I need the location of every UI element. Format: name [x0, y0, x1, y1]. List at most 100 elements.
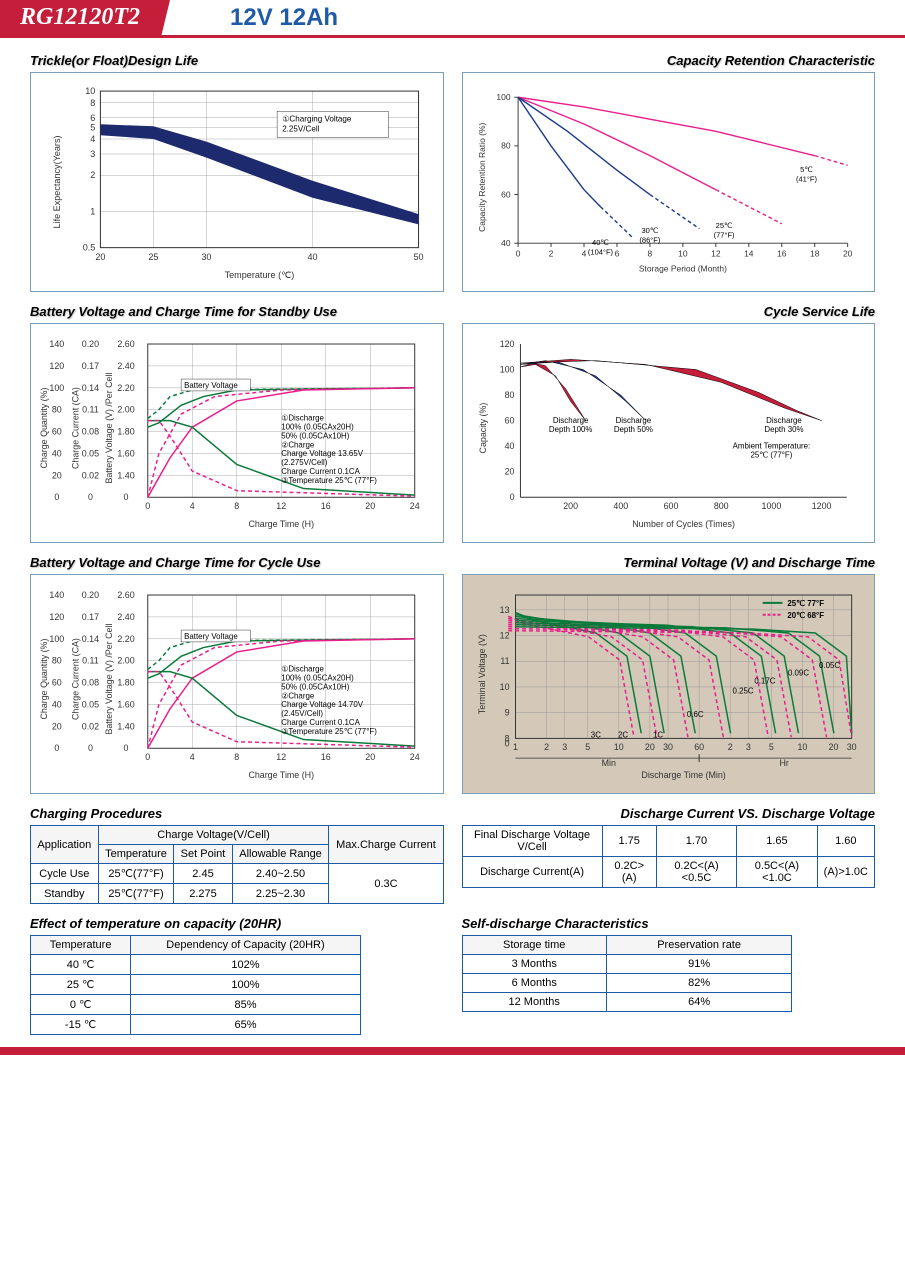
svg-text:Terminal Voltage (V): Terminal Voltage (V)	[476, 634, 486, 714]
svg-text:Charge Time (H): Charge Time (H)	[248, 770, 314, 780]
chart5-title: Battery Voltage and Charge Time for Cycl…	[30, 555, 444, 570]
td: 0.2C<(A)<0.5C	[656, 857, 736, 888]
svg-text:5℃: 5℃	[800, 165, 813, 174]
svg-text:②Charge: ②Charge	[281, 691, 315, 700]
svg-text:Charge Current (CA): Charge Current (CA)	[71, 638, 81, 720]
th: Storage time	[462, 936, 606, 955]
svg-text:8: 8	[647, 248, 652, 258]
svg-text:0: 0	[54, 492, 59, 502]
svg-text:3: 3	[745, 742, 750, 752]
chart2: 0246810121416182040608010040℃(104°F)30℃(…	[462, 72, 876, 292]
td: 91%	[606, 955, 791, 974]
svg-text:10: 10	[85, 86, 95, 96]
svg-text:Hr: Hr	[779, 758, 788, 768]
svg-text:0.05: 0.05	[82, 699, 99, 709]
svg-text:8: 8	[234, 752, 239, 762]
svg-text:100: 100	[49, 634, 64, 644]
svg-text:10: 10	[797, 742, 807, 752]
tbl-temp: TemperatureDependency of Capacity (20HR)…	[30, 935, 361, 1035]
svg-text:Number of Cycles (Times): Number of Cycles (Times)	[632, 519, 735, 529]
svg-text:2.00: 2.00	[117, 656, 134, 666]
svg-text:Charge Current (CA): Charge Current (CA)	[71, 387, 81, 469]
svg-text:0.17C: 0.17C	[754, 676, 775, 685]
svg-text:Depth 100%: Depth 100%	[548, 425, 592, 434]
chart6: 891011121301235102030602351020303C2C1C0.…	[462, 574, 876, 794]
svg-text:Discharge: Discharge	[552, 416, 588, 425]
svg-text:25: 25	[148, 252, 158, 262]
svg-text:2: 2	[90, 170, 95, 180]
td: 1.75	[602, 826, 656, 857]
svg-text:8: 8	[90, 98, 95, 108]
th: Dependency of Capacity (20HR)	[131, 936, 361, 955]
svg-text:0.02: 0.02	[82, 721, 99, 731]
svg-text:2: 2	[544, 742, 549, 752]
svg-text:12: 12	[276, 752, 286, 762]
svg-text:2.20: 2.20	[117, 383, 134, 393]
svg-text:16: 16	[777, 248, 787, 258]
svg-text:120: 120	[49, 612, 64, 622]
svg-text:(104°F): (104°F)	[587, 248, 613, 257]
svg-text:③Temperature 25℃ (77°F): ③Temperature 25℃ (77°F)	[281, 476, 377, 485]
svg-text:20: 20	[644, 742, 654, 752]
svg-text:60: 60	[504, 416, 514, 426]
svg-text:24: 24	[410, 752, 420, 762]
svg-text:②Charge: ②Charge	[281, 440, 315, 449]
svg-text:1.80: 1.80	[117, 678, 134, 688]
tbl-self-title: Self-discharge Characteristics	[462, 916, 876, 931]
svg-text:100: 100	[496, 92, 510, 102]
svg-text:0: 0	[145, 752, 150, 762]
chart2-title: Capacity Retention Characteristic	[462, 53, 876, 68]
svg-text:0.08: 0.08	[82, 678, 99, 688]
svg-text:0: 0	[515, 248, 520, 258]
svg-text:Capacity (%): Capacity (%)	[477, 403, 487, 454]
svg-text:200: 200	[563, 501, 578, 511]
svg-text:8: 8	[234, 501, 239, 511]
svg-text:5: 5	[768, 742, 773, 752]
svg-text:20: 20	[828, 742, 838, 752]
svg-text:3C: 3C	[590, 730, 600, 739]
svg-text:25℃ 77°F: 25℃ 77°F	[787, 599, 824, 608]
td: 85%	[131, 995, 361, 1015]
svg-text:10: 10	[499, 682, 509, 692]
svg-text:2C: 2C	[617, 730, 627, 739]
svg-text:0.11: 0.11	[82, 405, 99, 415]
svg-text:40: 40	[501, 238, 511, 248]
td: 25℃(77°F)	[98, 864, 174, 884]
svg-text:16: 16	[321, 501, 331, 511]
svg-text:Charge Voltage 13.65V: Charge Voltage 13.65V	[281, 449, 363, 458]
svg-text:Discharge: Discharge	[615, 416, 651, 425]
svg-text:5: 5	[585, 742, 590, 752]
svg-text:Storage Period (Month): Storage Period (Month)	[638, 263, 726, 273]
svg-text:0: 0	[88, 743, 93, 753]
svg-text:140: 140	[49, 590, 64, 600]
svg-text:0: 0	[124, 743, 129, 753]
chart3-title: Battery Voltage and Charge Time for Stan…	[30, 304, 444, 319]
svg-text:50% (0.05CAx10H): 50% (0.05CAx10H)	[281, 682, 349, 691]
svg-text:80: 80	[52, 405, 62, 415]
svg-text:1.60: 1.60	[117, 699, 134, 709]
svg-text:2: 2	[727, 742, 732, 752]
svg-text:20: 20	[52, 721, 62, 731]
svg-text:①Discharge: ①Discharge	[281, 665, 324, 674]
svg-text:13: 13	[499, 605, 509, 615]
svg-text:10: 10	[678, 248, 688, 258]
svg-text:30: 30	[201, 252, 211, 262]
svg-text:4: 4	[190, 501, 195, 511]
svg-text:1200: 1200	[811, 501, 831, 511]
td: Cycle Use	[31, 864, 99, 884]
svg-text:①Charging Voltage: ①Charging Voltage	[282, 114, 352, 123]
svg-text:40: 40	[52, 448, 62, 458]
svg-text:Charge Current 0.1CA: Charge Current 0.1CA	[281, 718, 360, 727]
svg-text:0.05: 0.05	[82, 448, 99, 458]
svg-text:0.14: 0.14	[82, 634, 99, 644]
svg-text:Battery Voltage (V) /Per Cell: Battery Voltage (V) /Per Cell	[104, 373, 114, 484]
td: Discharge Current(A)	[462, 857, 602, 888]
svg-text:Capacity Retention Ratio (%): Capacity Retention Ratio (%)	[477, 123, 487, 232]
svg-text:50: 50	[413, 252, 423, 262]
td: 0.3C	[329, 864, 443, 904]
svg-text:100: 100	[49, 383, 64, 393]
svg-text:6: 6	[90, 113, 95, 123]
svg-text:100% (0.05CAx20H): 100% (0.05CAx20H)	[281, 423, 354, 432]
td: 65%	[131, 1015, 361, 1035]
tbl-temp-title: Effect of temperature on capacity (20HR)	[30, 916, 444, 931]
